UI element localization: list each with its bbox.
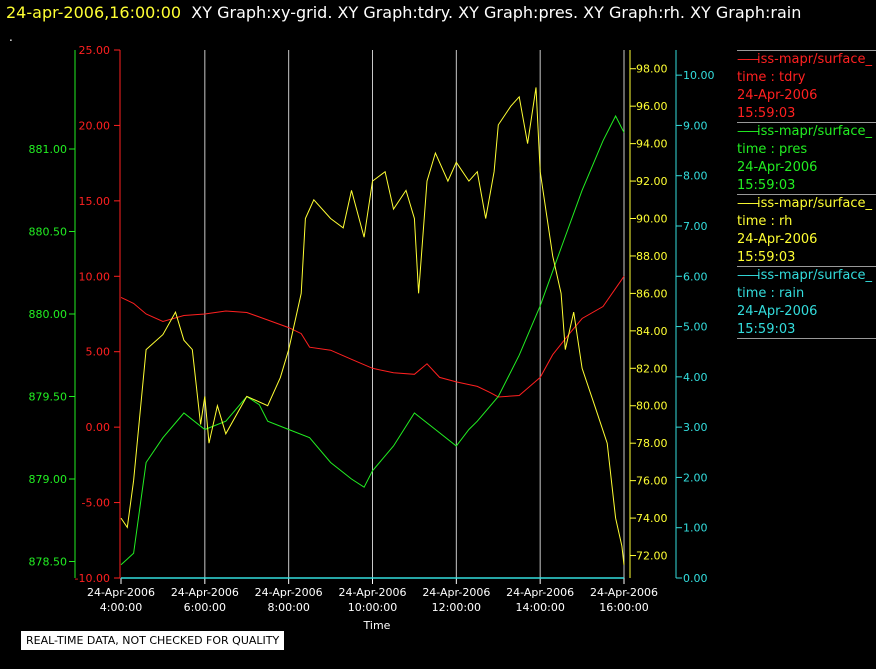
legend-separator	[737, 266, 876, 267]
rain-tick-label: 3.00	[683, 421, 708, 434]
tdry-tick-label: 20.00	[79, 119, 111, 132]
rain-tick-label: 2.00	[683, 471, 708, 484]
legend-swatch: ——	[737, 268, 760, 283]
pres-tick-label: 880.50	[29, 226, 68, 239]
rh-tick-label: 98.00	[636, 63, 668, 76]
rh-tick-label: 72.00	[636, 550, 668, 563]
rh-tick-label: 80.00	[636, 400, 668, 413]
legend-separator	[737, 122, 876, 123]
tdry-tick-label: 0.00	[86, 421, 111, 434]
pres-tick-label: 879.50	[29, 391, 68, 404]
pres-tick-label: 879.00	[29, 473, 68, 486]
legend-source: iss-mapr/surface_	[757, 52, 873, 67]
legend-var: time : tdry	[737, 70, 806, 85]
x-tick-label-date: 24-Apr-2006	[422, 586, 490, 599]
rh-tick-label: 82.00	[636, 362, 668, 375]
rain-tick-label: 10.00	[683, 69, 715, 82]
legend-swatch: ——	[737, 196, 760, 211]
legend-separator	[737, 194, 876, 195]
legend-line: ——iss-mapr/surface_	[737, 51, 876, 69]
pres-series-line	[120, 114, 625, 566]
x-tick-label-date: 24-Apr-2006	[255, 586, 323, 599]
x-tick-label-time: 8:00:00	[267, 601, 309, 614]
x-tick-label-date: 24-Apr-2006	[171, 586, 239, 599]
rain-tick-label: 1.00	[683, 522, 708, 535]
legend-var: time : rain	[737, 286, 805, 301]
x-tick-label-time: 4:00:00	[100, 601, 142, 614]
rain-tick-label: 0.00	[683, 572, 708, 585]
legend-separator	[737, 50, 876, 51]
legend-source: iss-mapr/surface_	[757, 196, 873, 211]
x-tick-label-time: 16:00:00	[599, 601, 648, 614]
legend-line: ——iss-mapr/surface_	[737, 195, 876, 213]
x-tick-label-date: 24-Apr-2006	[590, 586, 658, 599]
legend-date: 24-Apr-2006	[737, 232, 818, 247]
rh-tick-label: 84.00	[636, 325, 668, 338]
rh-tick-label: 88.00	[636, 250, 668, 263]
tdry-tick-label: 10.00	[79, 270, 111, 283]
x-tick-label-time: 6:00:00	[184, 601, 226, 614]
tdry-tick-label: -10.00	[75, 572, 110, 585]
chart-title: 24-apr-2006,16:00:00 XY Graph:xy-grid. X…	[6, 3, 801, 22]
legend-time: 15:59:03	[737, 322, 796, 337]
rh-tick-label: 96.00	[636, 100, 668, 113]
pres-tick-label: 878.50	[29, 556, 68, 569]
x-axis-title: Time	[363, 619, 391, 632]
legend-swatch: ——	[737, 124, 760, 139]
x-tick-label-date: 24-Apr-2006	[338, 586, 406, 599]
legend-line: ——iss-mapr/surface_	[737, 123, 876, 141]
tdry-series-line	[120, 276, 625, 398]
legend-separator	[737, 338, 876, 339]
rain-tick-label: 4.00	[683, 371, 708, 384]
x-tick-label-date: 24-Apr-2006	[87, 586, 155, 599]
legend-time: 15:59:03	[737, 178, 796, 193]
rain-tick-label: 9.00	[683, 119, 708, 132]
x-tick-label-time: 12:00:00	[432, 601, 481, 614]
rain-tick-label: 5.00	[683, 321, 708, 334]
legend-var: time : pres	[737, 142, 808, 157]
rh-tick-label: 74.00	[636, 512, 668, 525]
tdry-tick-label: 25.00	[79, 44, 111, 57]
legend-time: 15:59:03	[737, 106, 796, 121]
rh-tick-label: 78.00	[636, 437, 668, 450]
legend-line: ——iss-mapr/surface_	[737, 267, 876, 285]
legend-var: time : rh	[737, 214, 793, 229]
tdry-tick-label: -5.00	[82, 497, 110, 510]
rain-tick-label: 8.00	[683, 170, 708, 183]
status-dot: .	[9, 30, 13, 44]
x-tick-label-time: 10:00:00	[348, 601, 397, 614]
legend-time: 15:59:03	[737, 250, 796, 265]
legend-date: 24-Apr-2006	[737, 88, 818, 103]
rain-tick-label: 6.00	[683, 270, 708, 283]
x-tick-label-time: 14:00:00	[515, 601, 564, 614]
rh-tick-label: 92.00	[636, 175, 668, 188]
pres-tick-label: 880.00	[29, 308, 68, 321]
legend-swatch: ——	[737, 52, 760, 67]
legend-date: 24-Apr-2006	[737, 160, 818, 175]
legend-source: iss-mapr/surface_	[757, 124, 873, 139]
legend-date: 24-Apr-2006	[737, 304, 818, 319]
rh-series-line	[120, 87, 625, 565]
rain-tick-label: 7.00	[683, 220, 708, 233]
rh-tick-label: 76.00	[636, 475, 668, 488]
x-tick-label-date: 24-Apr-2006	[506, 586, 574, 599]
pres-tick-label: 881.00	[29, 143, 68, 156]
title-timestamp: 24-apr-2006,16:00:00	[6, 3, 182, 22]
rh-tick-label: 90.00	[636, 213, 668, 226]
rh-tick-label: 94.00	[636, 138, 668, 151]
title-graph-list: XY Graph:xy-grid. XY Graph:tdry. XY Grap…	[191, 3, 802, 22]
rh-tick-label: 86.00	[636, 287, 668, 300]
legend-source: iss-mapr/surface_	[757, 268, 873, 283]
quality-note: REAL-TIME DATA, NOT CHECKED FOR QUALITY	[21, 631, 285, 650]
tdry-tick-label: 5.00	[86, 346, 111, 359]
tdry-tick-label: 15.00	[79, 195, 111, 208]
